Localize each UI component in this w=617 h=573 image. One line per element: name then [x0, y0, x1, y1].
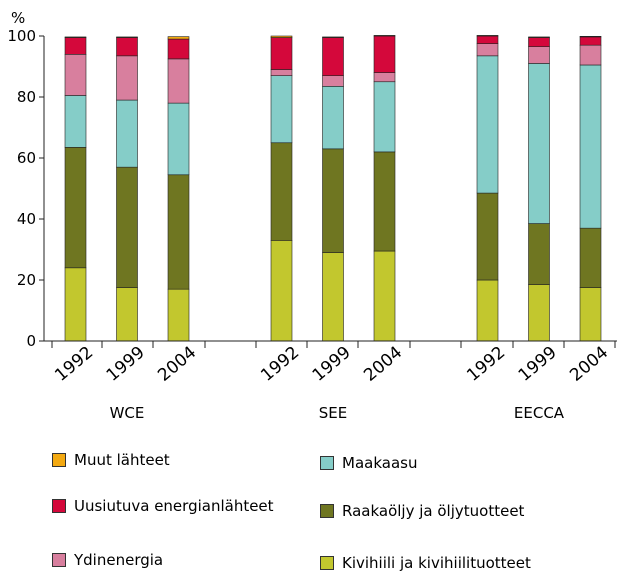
bar-segment	[373, 35, 396, 73]
bar-segment	[116, 37, 138, 57]
bar-segment	[270, 37, 293, 70]
bar-segment	[64, 267, 87, 342]
bar-segment	[373, 250, 396, 342]
bar-segment	[528, 284, 550, 342]
bar-segment	[373, 35, 396, 37]
bar-segment	[64, 147, 87, 269]
bar-segment	[64, 36, 87, 38]
bar-segment	[528, 36, 550, 38]
bar-segment	[167, 36, 190, 40]
bar-segment	[476, 35, 499, 44]
bar-segment	[373, 81, 396, 153]
x-tick-label: 1999	[103, 343, 149, 386]
bar-segment	[322, 252, 344, 342]
y-tick-label: 80	[17, 88, 36, 106]
bar-segment	[167, 38, 190, 60]
bar-segment	[476, 55, 499, 194]
bar-segment	[373, 72, 396, 83]
bar-segment	[116, 55, 138, 101]
bar-segment	[64, 53, 87, 96]
bar-segment	[322, 37, 344, 76]
bar-segment	[116, 166, 138, 288]
bar-segment	[270, 142, 293, 241]
y-tick-label: 60	[17, 149, 36, 167]
bar-segment	[373, 151, 396, 252]
bar-segment	[579, 36, 602, 46]
bar-segment	[167, 174, 190, 290]
bar-segment	[116, 99, 138, 168]
x-tick-label: 1992	[51, 343, 97, 386]
bar-segment	[528, 63, 550, 224]
bar-segment	[322, 86, 344, 150]
bar-segment	[116, 36, 138, 38]
bar-segment	[167, 58, 190, 104]
group-label: WCE	[110, 404, 145, 422]
y-tick-label: 0	[26, 332, 36, 350]
bar-segment	[579, 64, 602, 229]
x-tick-label: 1999	[515, 343, 561, 386]
y-axis-unit: %	[11, 9, 25, 27]
bar-segment	[528, 37, 550, 47]
bar-segment	[476, 43, 499, 57]
bar-segment	[579, 227, 602, 288]
bar-segment	[322, 148, 344, 253]
bar-segment	[579, 36, 602, 38]
bar-segment	[270, 75, 293, 144]
bar-segment	[167, 288, 190, 342]
x-tick-label: 2004	[566, 343, 612, 386]
bar-segment	[579, 287, 602, 342]
x-tick-label: 2004	[154, 343, 200, 386]
bar-segment	[322, 75, 344, 87]
x-tick-label: 1992	[463, 343, 509, 386]
y-tick-label: 100	[7, 27, 36, 45]
bar-segment	[116, 287, 138, 342]
y-tick-label: 20	[17, 271, 36, 289]
group-label: SEE	[319, 404, 347, 422]
x-tick-label: 1999	[309, 343, 355, 386]
x-tick-label: 2004	[360, 343, 406, 386]
bar-segment	[528, 223, 550, 285]
bar-segment	[476, 279, 499, 342]
bar-segment	[167, 102, 190, 176]
y-tick-label: 40	[17, 210, 36, 228]
bar-segment	[528, 46, 550, 64]
bar-segment	[64, 37, 87, 55]
x-tick-label: 1992	[257, 343, 303, 386]
bar-segment	[270, 35, 293, 38]
bars-layer	[64, 35, 602, 342]
bar-segment	[270, 240, 293, 342]
bar-segment	[322, 36, 344, 38]
group-label: EECCA	[514, 404, 565, 422]
bar-segment	[579, 44, 602, 66]
bar-segment	[64, 95, 87, 148]
bar-segment	[476, 192, 499, 281]
bar-segment	[270, 69, 293, 76]
bar-segment	[476, 35, 499, 37]
